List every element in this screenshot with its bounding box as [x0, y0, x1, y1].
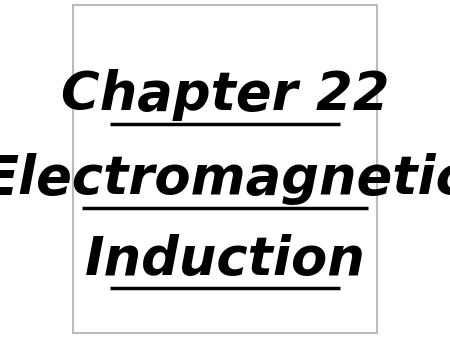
Text: Electromagnetic: Electromagnetic	[0, 153, 450, 205]
Text: Induction: Induction	[85, 234, 365, 286]
Text: Chapter 22: Chapter 22	[61, 69, 389, 121]
